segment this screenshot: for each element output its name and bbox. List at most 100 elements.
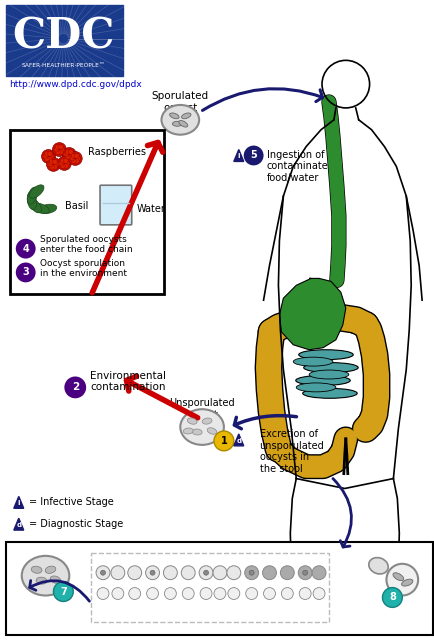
Circle shape — [312, 588, 324, 600]
Circle shape — [64, 376, 86, 398]
Text: 4: 4 — [22, 244, 29, 253]
Circle shape — [145, 566, 159, 580]
Circle shape — [200, 588, 211, 600]
Text: http://www.dpd.cdc.gov/dpdx: http://www.dpd.cdc.gov/dpdx — [9, 79, 141, 88]
Circle shape — [47, 152, 53, 156]
Circle shape — [49, 159, 54, 164]
Ellipse shape — [161, 105, 199, 134]
Circle shape — [65, 150, 70, 154]
Circle shape — [244, 566, 258, 580]
Text: 8: 8 — [388, 593, 395, 602]
Ellipse shape — [22, 556, 69, 595]
Circle shape — [65, 161, 69, 166]
Circle shape — [54, 162, 59, 167]
Circle shape — [53, 582, 73, 602]
Circle shape — [46, 157, 60, 172]
Text: Basil: Basil — [65, 201, 89, 211]
Text: CDC: CDC — [12, 15, 114, 58]
Circle shape — [57, 156, 71, 170]
Ellipse shape — [32, 204, 49, 214]
Circle shape — [54, 147, 59, 152]
Circle shape — [68, 152, 82, 165]
Ellipse shape — [28, 198, 42, 213]
Text: i: i — [237, 154, 240, 159]
Circle shape — [214, 588, 225, 600]
Circle shape — [55, 150, 60, 155]
Circle shape — [49, 164, 54, 170]
Circle shape — [60, 147, 65, 152]
Ellipse shape — [298, 349, 352, 360]
Text: Raspberries: Raspberries — [88, 147, 146, 157]
Text: Ingestion of
contaminated
food/water: Ingestion of contaminated food/water — [266, 150, 334, 183]
Circle shape — [47, 157, 53, 161]
Ellipse shape — [392, 573, 403, 580]
Circle shape — [100, 570, 105, 575]
Text: Unsporulated
oocyst: Unsporulated oocyst — [169, 398, 234, 420]
Circle shape — [71, 154, 76, 158]
Text: i: i — [17, 500, 20, 506]
Text: Meront
II: Meront II — [197, 605, 226, 625]
Circle shape — [281, 588, 293, 600]
Ellipse shape — [293, 357, 332, 366]
Circle shape — [213, 566, 227, 580]
Circle shape — [63, 163, 68, 168]
Text: 5: 5 — [250, 150, 256, 161]
Text: Meront
I: Meront I — [271, 605, 300, 625]
Ellipse shape — [27, 192, 36, 210]
Circle shape — [146, 588, 158, 600]
Text: Environmental
contamination: Environmental contamination — [90, 371, 166, 392]
Ellipse shape — [192, 429, 202, 435]
Circle shape — [199, 566, 213, 580]
Circle shape — [60, 158, 65, 163]
Circle shape — [163, 566, 177, 580]
Circle shape — [164, 588, 176, 600]
Circle shape — [16, 239, 36, 259]
Ellipse shape — [178, 120, 187, 127]
Circle shape — [16, 262, 36, 282]
Text: = Diagnostic Stage: = Diagnostic Stage — [29, 519, 123, 529]
Circle shape — [44, 152, 49, 156]
Circle shape — [60, 163, 65, 168]
Ellipse shape — [27, 187, 38, 204]
Ellipse shape — [45, 566, 56, 573]
Text: Unsporulated
oocyst: Unsporulated oocyst — [15, 545, 76, 564]
Circle shape — [71, 159, 76, 163]
Text: d: d — [16, 522, 21, 528]
Circle shape — [44, 157, 49, 161]
Ellipse shape — [207, 428, 216, 435]
Circle shape — [97, 588, 108, 600]
Circle shape — [58, 150, 63, 155]
Text: Sporulated oocysts
enter the food chain: Sporulated oocysts enter the food chain — [39, 235, 132, 254]
Circle shape — [262, 566, 276, 580]
Circle shape — [181, 566, 195, 580]
Circle shape — [62, 148, 76, 161]
Text: 1: 1 — [220, 436, 227, 446]
Circle shape — [59, 161, 64, 166]
Circle shape — [53, 164, 57, 170]
Text: Excretion of
unsporulated
oocysts in
the stool: Excretion of unsporulated oocysts in the… — [259, 429, 324, 474]
Text: Excystation: Excystation — [363, 550, 420, 560]
Polygon shape — [233, 434, 243, 446]
Text: Sporulated
oocyst: Sporulated oocyst — [151, 91, 208, 113]
Circle shape — [64, 152, 69, 157]
Circle shape — [128, 566, 141, 580]
Ellipse shape — [183, 428, 193, 434]
Circle shape — [381, 588, 401, 607]
Ellipse shape — [181, 113, 191, 119]
Circle shape — [214, 431, 233, 451]
Circle shape — [69, 152, 75, 157]
Circle shape — [298, 566, 311, 580]
Ellipse shape — [295, 376, 349, 385]
Text: d: d — [236, 438, 241, 444]
Ellipse shape — [31, 566, 42, 573]
Circle shape — [249, 570, 253, 575]
Ellipse shape — [36, 577, 47, 584]
Ellipse shape — [180, 409, 224, 445]
Ellipse shape — [172, 122, 182, 126]
Circle shape — [203, 570, 208, 575]
Circle shape — [182, 588, 194, 600]
Circle shape — [68, 155, 73, 159]
Circle shape — [63, 158, 68, 163]
Ellipse shape — [401, 579, 412, 586]
Ellipse shape — [296, 383, 335, 392]
